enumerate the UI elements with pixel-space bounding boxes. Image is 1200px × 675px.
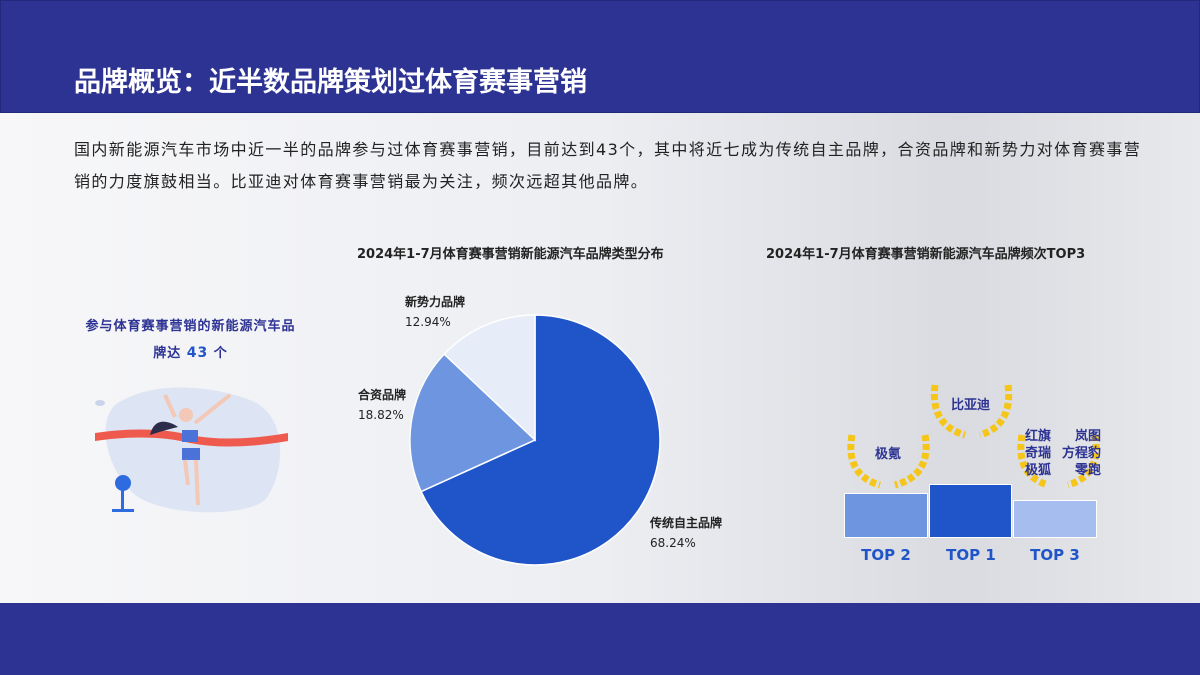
header-band [0,0,1200,113]
callout-text-2: 牌达 [153,346,182,361]
brand-count-callout: 参与体育赛事营销的新能源汽车品 牌达 43 个 [68,314,313,367]
top2-brand: 极氪 [875,447,902,462]
pie-label-traditional: 传统自主品牌 68.24% [650,516,723,550]
callout-unit: 个 [213,346,228,361]
podium-top3 [1013,500,1097,538]
intro-text: 国内新能源汽车市场中近一半的品牌参与过体育赛事营销，目前达到43个，其中将近七成… [74,140,1142,191]
footer-band [0,603,1200,675]
podium-top1 [929,484,1012,538]
callout-text: 参与体育赛事营销的新能源汽车品 [85,319,296,334]
pie-label-new-forces: 新势力品牌 12.94% [405,295,466,329]
laurel-icons [847,384,1100,489]
podium-chart-title: 2024年1-7月体育赛事营销新能源汽车品牌频次TOP3 [766,247,1086,262]
podium-label-top1: TOP 1 [946,546,996,564]
pie-chart-title: 2024年1-7月体育赛事营销新能源汽车品牌类型分布 [357,247,664,262]
top3-brands-left: 红旗 奇瑞 极狐 [1025,429,1052,478]
page-title: 品牌概览：近半数品牌策划过体育赛事营销 [74,67,587,98]
pie-slice-1 [409,353,537,493]
top3-brands-right: 岚图 方程豹 零跑 [1061,429,1101,478]
podium-label-top3: TOP 3 [1030,546,1080,564]
pie-chart [409,314,661,566]
runner-illustration [95,387,288,513]
pie-slice-0 [420,314,661,566]
callout-number: 43 [186,345,209,361]
top1-brand: 比亚迪 [951,398,991,413]
pie-label-joint-venture: 合资品牌 18.82% [358,388,407,422]
podium-label-top2: TOP 2 [861,546,911,564]
pie-slice-2 [443,314,536,442]
podium-top2 [844,493,928,538]
